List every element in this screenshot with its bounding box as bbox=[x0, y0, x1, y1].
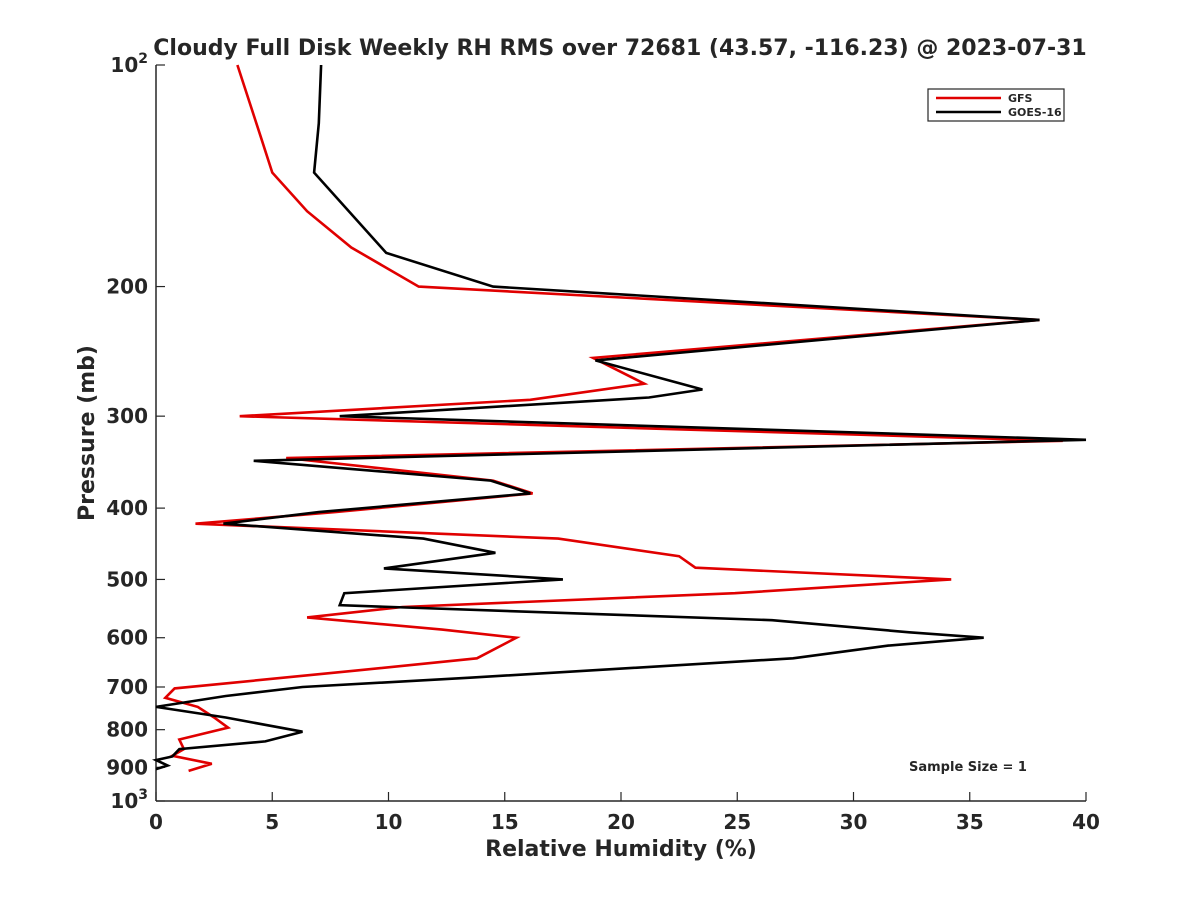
y-tick-exponent: 2 bbox=[138, 51, 148, 67]
x-tick-label: 20 bbox=[607, 810, 635, 834]
x-tick-label: 5 bbox=[265, 810, 279, 834]
x-tick-label: 40 bbox=[1072, 810, 1100, 834]
legend-label-goes-16: GOES-16 bbox=[1008, 106, 1062, 119]
x-axis-label: Relative Humidity (%) bbox=[485, 837, 757, 862]
y-tick-label: 600 bbox=[106, 626, 148, 650]
y-tick-label: 400 bbox=[106, 496, 148, 520]
y-tick-label: 800 bbox=[106, 718, 148, 742]
y-tick-base: 10 bbox=[110, 789, 138, 813]
y-tick-label: 103 bbox=[110, 787, 148, 813]
y-tick-label: 200 bbox=[106, 275, 148, 299]
x-tick-label: 10 bbox=[375, 810, 403, 834]
series-line-gfs bbox=[162, 64, 1063, 773]
chart-title: Cloudy Full Disk Weekly RH RMS over 7268… bbox=[153, 36, 1086, 61]
series-line-goes-16 bbox=[151, 64, 1087, 771]
x-tick-label: 15 bbox=[491, 810, 519, 834]
y-tick-label: 900 bbox=[106, 755, 148, 779]
plot-area bbox=[155, 65, 1086, 802]
x-tick-label: 0 bbox=[149, 810, 163, 834]
x-tick-group: 0 5 10 15 20 25 30 35 40 bbox=[149, 792, 1100, 834]
y-tick-label: 102 bbox=[110, 51, 148, 77]
y-tick-label: 300 bbox=[106, 404, 148, 428]
y-tick-label: 500 bbox=[106, 567, 148, 591]
legend-box bbox=[927, 88, 1065, 122]
y-tick-label: 700 bbox=[106, 675, 148, 699]
y-tick-base: 10 bbox=[110, 53, 138, 77]
series-layer bbox=[151, 64, 1087, 773]
x-tick-label: 30 bbox=[840, 810, 868, 834]
y-axis-label: Pressure (mb) bbox=[75, 345, 100, 521]
sample-size-annotation: Sample Size = 1 bbox=[909, 760, 1027, 775]
x-tick-label: 25 bbox=[723, 810, 751, 834]
x-tick-label: 35 bbox=[956, 810, 984, 834]
y-tick-exponent: 3 bbox=[138, 787, 148, 803]
legend-label-gfs: GFS bbox=[1008, 92, 1033, 105]
